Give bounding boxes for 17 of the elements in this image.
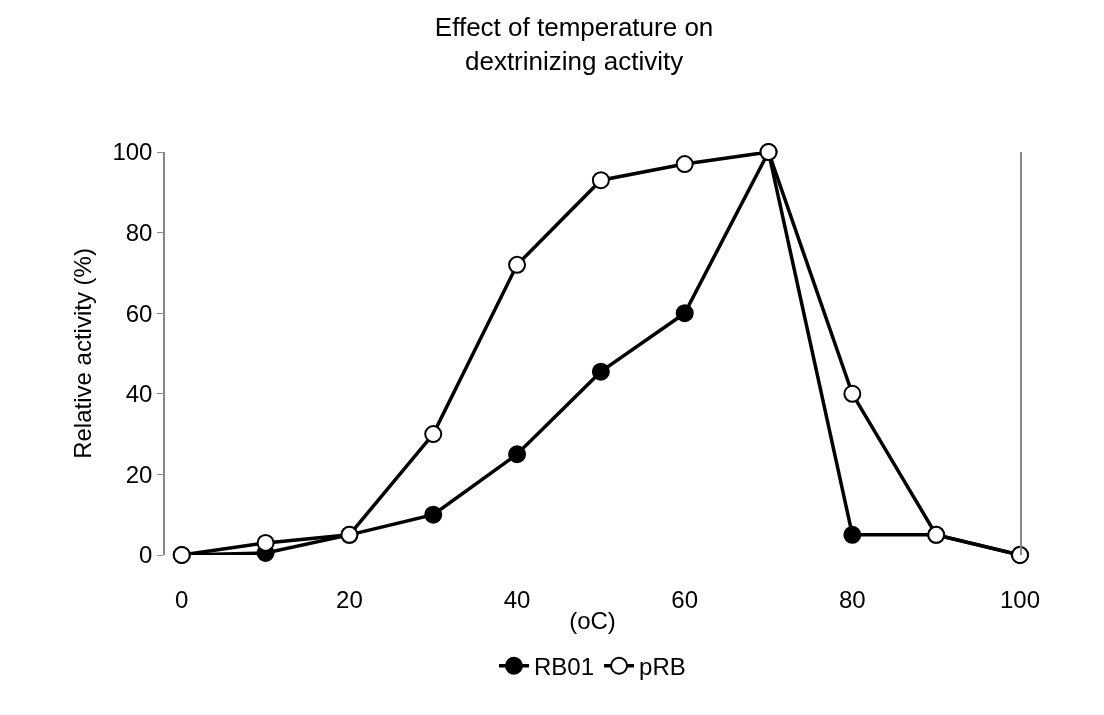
x-tick-label: 100 [999, 586, 1041, 613]
y-axis-title: Relative activity (%) [69, 248, 96, 459]
x-tick-label: 0 [175, 586, 189, 613]
y-tick-label: 0 [139, 541, 153, 569]
x-axis-title: (oC) [569, 607, 616, 635]
x-tick-label: 80 [839, 586, 866, 613]
y-tick-label: 20 [125, 460, 153, 488]
x-tick-label: 60 [671, 586, 699, 613]
y-tick-label: 80 [125, 219, 153, 246]
y-tick-label: 100 [112, 138, 153, 166]
legend-label: pRB [639, 653, 686, 681]
legend-label: RB01 [534, 653, 595, 681]
chart-title: Effect of temperature on dextrinizing activity [434, 11, 714, 76]
x-tick-label: 20 [336, 586, 363, 613]
y-tick-label: 40 [125, 380, 153, 408]
y-tick-label: 60 [125, 299, 153, 327]
x-tick-label: 40 [503, 586, 531, 613]
